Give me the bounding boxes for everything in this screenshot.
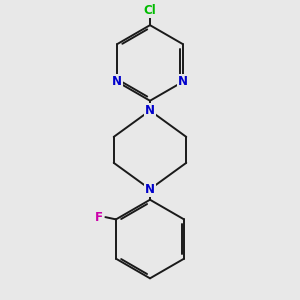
Text: N: N <box>145 104 155 117</box>
Text: F: F <box>94 211 103 224</box>
Text: N: N <box>145 183 155 196</box>
Text: Cl: Cl <box>144 4 156 16</box>
Text: N: N <box>178 75 188 88</box>
Text: N: N <box>112 75 122 88</box>
